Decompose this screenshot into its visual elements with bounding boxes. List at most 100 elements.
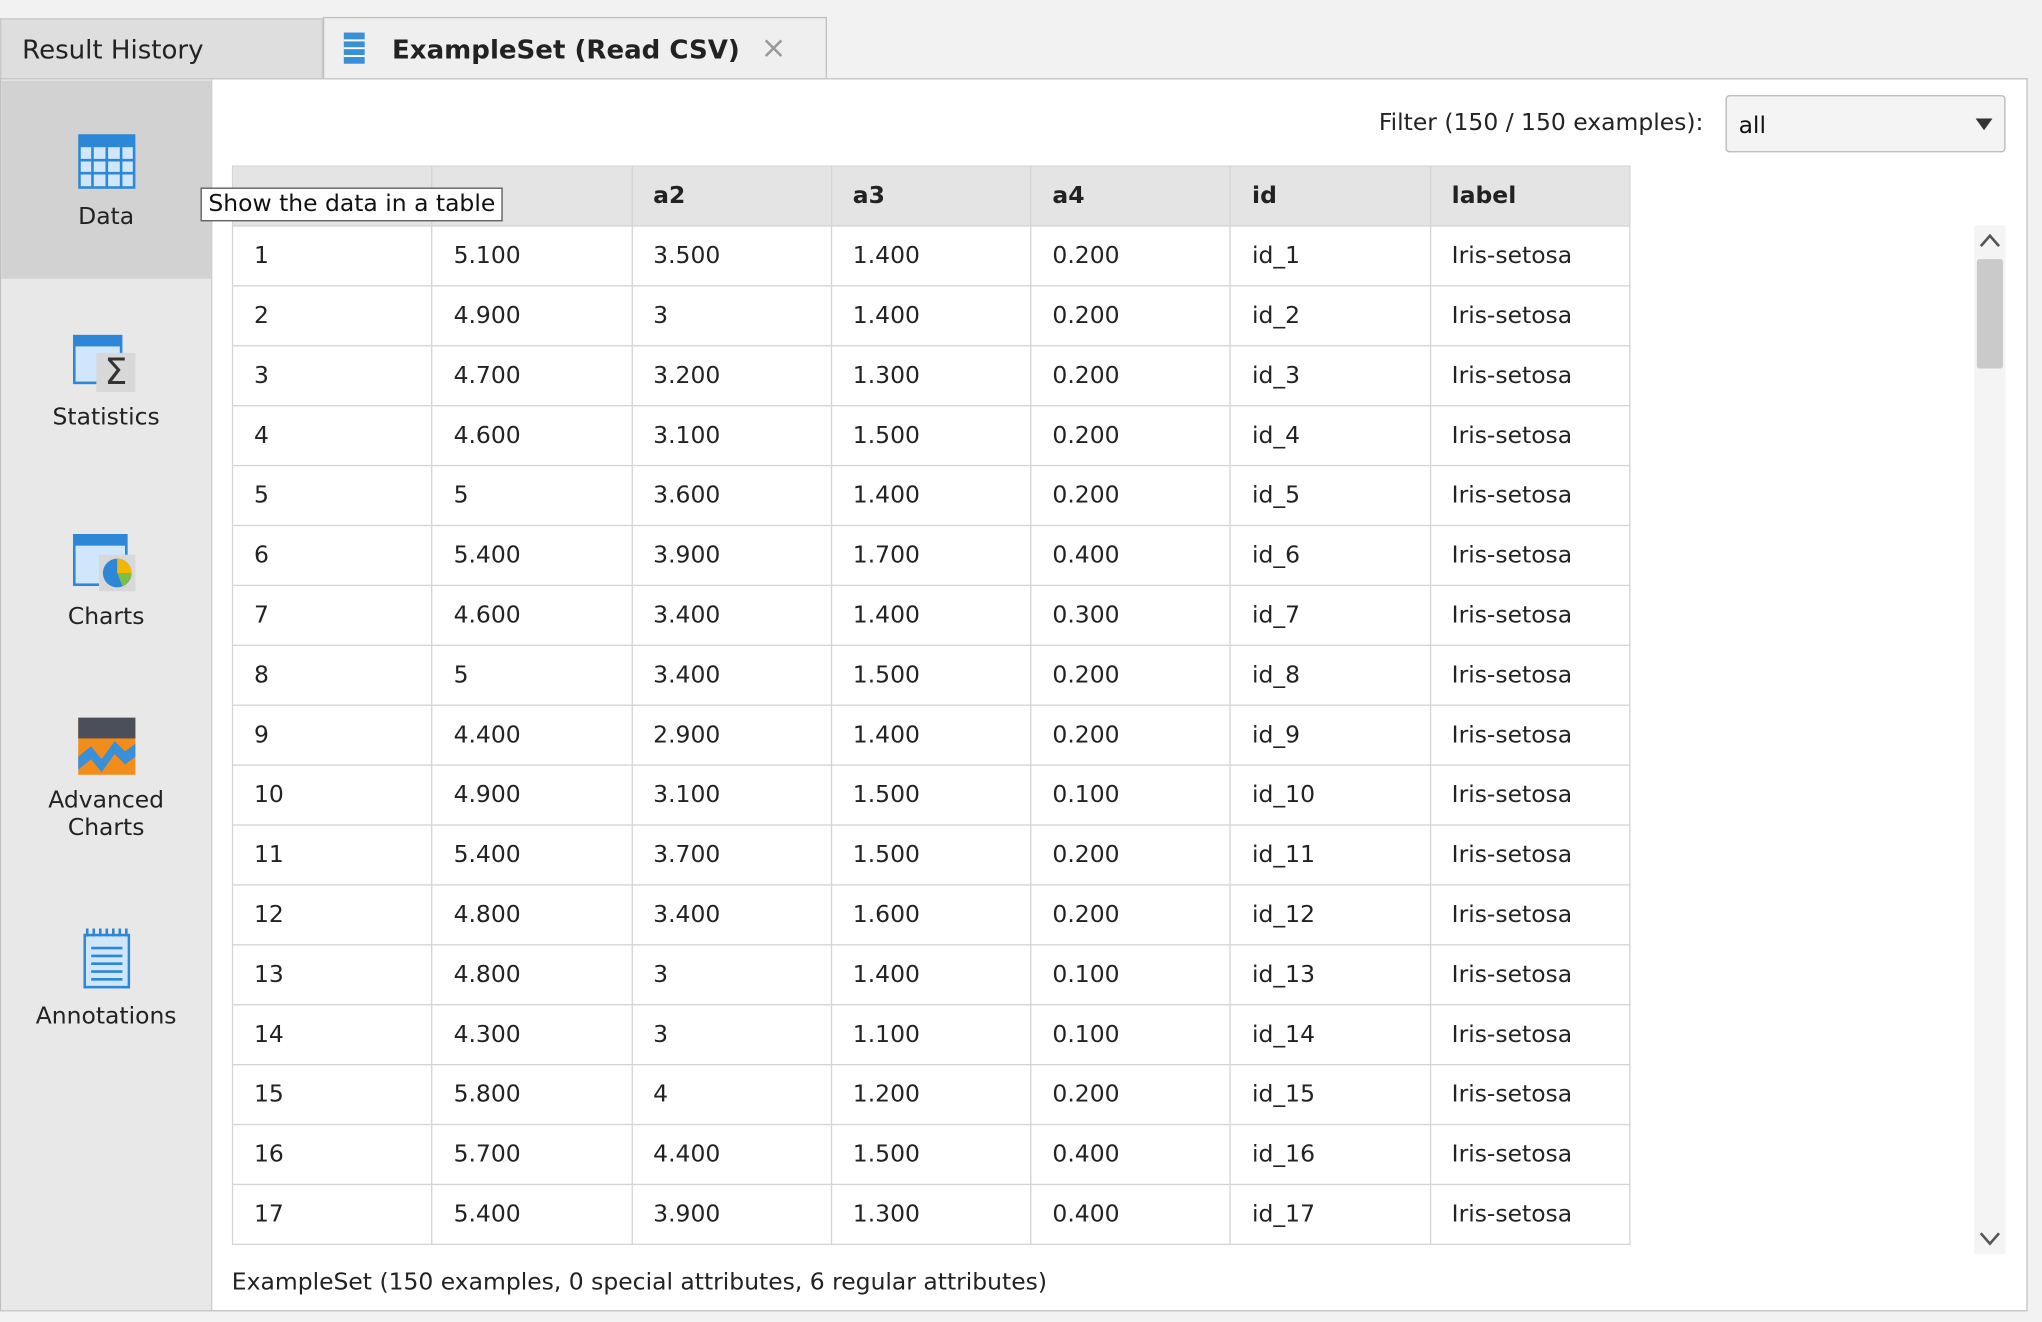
scroll-down[interactable] xyxy=(1979,1231,2001,1247)
table-cell: 0.200 xyxy=(1030,824,1232,886)
table-row: 17 5.400 3.900 1.300 0.400 id_17 Iris-setosa xyxy=(231,1183,1631,1245)
table-cell: 4.700 xyxy=(431,345,633,407)
select-value: all xyxy=(1738,111,1766,140)
table-cell: 0.200 xyxy=(1030,345,1232,407)
table-cell: 1.700 xyxy=(830,524,1032,587)
table-cell: 1.400 xyxy=(830,584,1032,646)
scroll-up[interactable] xyxy=(1979,233,2001,249)
table-cell: Iris-setosa xyxy=(1429,1063,1631,1126)
tab-active[interactable]: ExampleSet (Read CSV) xyxy=(322,16,827,81)
nav-item[interactable]: Advanced Charts xyxy=(48,786,165,842)
table-cell: 4.300 xyxy=(431,1004,633,1066)
table-cell: 7 xyxy=(231,584,433,646)
table-cell: 5 xyxy=(431,644,633,706)
table-cell: 3 xyxy=(631,285,832,347)
table-row: 12 4.800 3.400 1.600 0.200 id_12 Iris-setosa xyxy=(231,884,1631,946)
table-cell: 0.200 xyxy=(1030,285,1232,347)
table-cell: id_4 xyxy=(1229,405,1431,467)
table-cell: id_12 xyxy=(1229,884,1431,946)
table-cell: 4.600 xyxy=(431,584,633,646)
table-cell: 4 xyxy=(231,405,433,467)
scrollbar[interactable] xyxy=(1974,225,2006,1255)
table-cell: Iris-setosa xyxy=(1429,1183,1631,1245)
table-cell: 4.900 xyxy=(431,764,633,826)
table-row: 13 4.800 3 1.400 0.100 id_13 Iris-setosa xyxy=(231,944,1631,1006)
table-cell: Iris-setosa xyxy=(1429,345,1631,407)
table-cell: id_8 xyxy=(1229,644,1431,706)
table-cell: 12 xyxy=(231,884,433,946)
table-cell: 11 xyxy=(231,824,433,886)
icon-statistics: Σ xyxy=(72,334,136,393)
table-cell: 4.600 xyxy=(431,405,633,467)
table-row: 6 5.400 3.900 1.700 0.400 id_6 Iris-setosa xyxy=(231,524,1631,587)
close-button[interactable] xyxy=(763,38,784,59)
table-cell: 3.400 xyxy=(631,884,832,946)
table-cell: 1.500 xyxy=(830,405,1032,467)
table-row: 3 4.700 3.200 1.300 0.200 id_3 Iris-setosa xyxy=(231,345,1631,407)
table-cell: id_9 xyxy=(1229,704,1431,766)
table-cell: 5 xyxy=(431,464,633,527)
filter-label: Filter (150 / 150 examples): xyxy=(1378,109,1704,137)
table-cell: id_14 xyxy=(1229,1004,1431,1066)
table-row: 1 5.100 3.500 1.400 0.200 id_1 Iris-setosa xyxy=(231,225,1631,287)
column-header: a4 xyxy=(1030,165,1232,227)
table-cell: id_5 xyxy=(1229,464,1431,527)
status-text: ExampleSet (150 examples, 0 special attr… xyxy=(231,1268,1048,1296)
tab[interactable]: Result History xyxy=(0,18,323,80)
table-cell: 1.100 xyxy=(830,1004,1032,1066)
table-cell: 3.700 xyxy=(631,824,832,886)
table-row: 9 4.400 2.900 1.400 0.200 id_9 Iris-setosa xyxy=(231,704,1631,766)
table-cell: 1.300 xyxy=(830,345,1032,407)
table-cell: 2 xyxy=(231,285,433,347)
table-cell: 1.500 xyxy=(830,764,1032,826)
column-header: a3 xyxy=(830,165,1032,227)
table-cell: 1.400 xyxy=(830,225,1032,287)
table-cell: id_13 xyxy=(1229,944,1431,1006)
table-cell: 1.400 xyxy=(830,704,1032,766)
table-cell: Iris-setosa xyxy=(1429,225,1631,287)
table-cell: 1.600 xyxy=(830,884,1032,946)
filter-select[interactable]: all xyxy=(1725,95,2006,153)
table-cell: 3 xyxy=(631,1004,832,1066)
nav-item[interactable]: Charts xyxy=(67,602,145,631)
table-cell: id_10 xyxy=(1229,764,1431,826)
column-header: label xyxy=(1429,165,1631,227)
table-cell: 3.900 xyxy=(631,524,832,587)
dropdown-arrow xyxy=(1975,118,1993,131)
table-cell: 3 xyxy=(231,345,433,407)
table-cell: Iris-setosa xyxy=(1429,464,1631,527)
table-row: 16 5.700 4.400 1.500 0.400 id_16 Iris-setosa xyxy=(231,1123,1631,1186)
nav-item[interactable]: Annotations xyxy=(35,1002,177,1031)
table-cell: Iris-setosa xyxy=(1429,944,1631,1006)
table-cell: 14 xyxy=(231,1004,433,1066)
tab-label: ExampleSet (Read CSV) xyxy=(391,33,740,66)
table-cell: Iris-setosa xyxy=(1429,704,1631,766)
table-cell: 0.100 xyxy=(1030,1004,1232,1066)
table-cell: Iris-setosa xyxy=(1429,764,1631,826)
scroll-thumb[interactable] xyxy=(1976,259,2003,369)
table-row: 10 4.900 3.100 1.500 0.100 id_10 Iris-setosa xyxy=(231,764,1631,826)
table-cell: 5.400 xyxy=(431,1183,633,1245)
table-cell: 16 xyxy=(231,1123,433,1186)
table-cell: 10 xyxy=(231,764,433,826)
table-cell: 4.800 xyxy=(431,944,633,1006)
table-cell: 0.200 xyxy=(1030,464,1232,527)
table-cell: 0.200 xyxy=(1030,405,1232,467)
table-row: 8 5 3.400 1.500 0.200 id_8 Iris-setosa xyxy=(231,644,1631,706)
table-cell: 5.400 xyxy=(431,524,633,587)
table-cell: 1.200 xyxy=(830,1063,1032,1126)
table-cell: 8 xyxy=(231,644,433,706)
table-cell: Iris-setosa xyxy=(1429,644,1631,706)
table-cell: 4.400 xyxy=(631,1123,832,1186)
table-cell: 1.400 xyxy=(830,464,1032,527)
table-cell: 5.100 xyxy=(431,225,633,287)
table-cell: 4.900 xyxy=(431,285,633,347)
nav-item[interactable]: Data xyxy=(78,203,135,231)
table-cell: 2.900 xyxy=(631,704,832,766)
table-row: 5 5 3.600 1.400 0.200 id_5 Iris-setosa xyxy=(231,464,1631,527)
table-cell: 1 xyxy=(231,225,433,287)
nav-item[interactable]: Statistics xyxy=(52,403,160,432)
table-cell: 13 xyxy=(231,944,433,1006)
